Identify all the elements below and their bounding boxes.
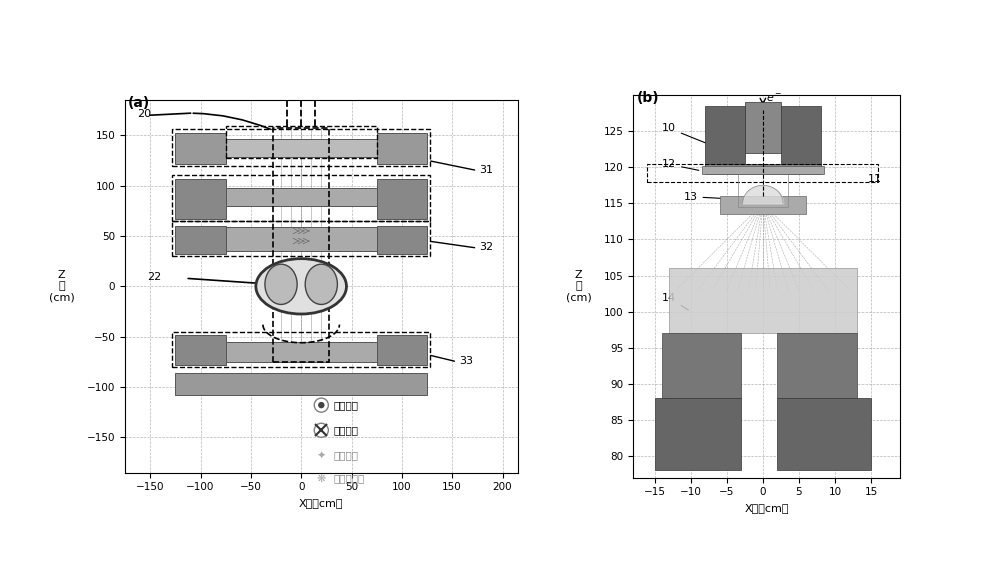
Bar [720, 196, 806, 214]
Bar [781, 106, 821, 171]
Text: 电流向内: 电流向内 [333, 425, 358, 435]
Text: ❋: ❋ [316, 473, 326, 484]
Bar [175, 335, 226, 365]
Text: 14: 14 [662, 293, 688, 310]
Y-axis label: Z
轴
(cm): Z 轴 (cm) [566, 270, 591, 303]
Text: 电流向外: 电流向外 [333, 400, 358, 410]
Text: 20: 20 [137, 109, 151, 119]
X-axis label: X轴（cm）: X轴（cm） [744, 503, 789, 513]
Text: 15: 15 [658, 386, 675, 418]
Bar [226, 342, 377, 362]
Bar [175, 133, 226, 163]
Bar [669, 268, 857, 333]
Bar [655, 398, 741, 471]
Bar [377, 226, 427, 254]
Bar [705, 106, 745, 171]
Bar [226, 126, 377, 159]
Bar [702, 166, 824, 175]
Bar [172, 332, 430, 367]
Ellipse shape [265, 264, 297, 304]
Text: 22: 22 [147, 272, 161, 282]
Circle shape [319, 403, 324, 408]
Bar [377, 133, 427, 163]
Text: 12: 12 [662, 159, 699, 170]
Bar [662, 333, 741, 398]
Bar [172, 175, 430, 221]
Text: $e^-$: $e^-$ [766, 93, 782, 104]
Ellipse shape [256, 259, 346, 314]
Text: 31: 31 [479, 164, 493, 175]
Ellipse shape [305, 264, 337, 304]
Text: (a): (a) [128, 96, 150, 110]
Bar [377, 335, 427, 365]
Text: 磁场方向: 磁场方向 [333, 450, 358, 460]
Bar [175, 179, 226, 219]
Bar [175, 226, 226, 254]
Text: 13: 13 [684, 192, 746, 202]
Text: ✦: ✦ [316, 450, 326, 460]
Circle shape [314, 398, 328, 412]
Bar [777, 333, 857, 398]
Bar [647, 164, 878, 181]
Bar [172, 129, 430, 166]
Bar [777, 398, 871, 471]
Text: (b): (b) [637, 91, 659, 105]
Y-axis label: Z
轴
(cm): Z 轴 (cm) [49, 270, 75, 303]
Bar [273, 128, 329, 362]
Text: 33: 33 [459, 356, 473, 366]
Bar [377, 179, 427, 219]
Text: 10: 10 [662, 123, 710, 145]
Bar [226, 188, 377, 206]
Bar [738, 175, 788, 207]
Bar [226, 139, 377, 158]
Text: 旋转等中心: 旋转等中心 [333, 473, 365, 484]
Bar [705, 164, 821, 175]
Bar [175, 373, 427, 395]
Bar [172, 221, 430, 256]
X-axis label: X轴（cm）: X轴（cm） [299, 498, 344, 508]
Circle shape [314, 423, 328, 437]
Bar [226, 227, 377, 251]
Bar [745, 102, 781, 153]
Text: 11: 11 [868, 171, 882, 184]
Text: 32: 32 [479, 242, 493, 252]
